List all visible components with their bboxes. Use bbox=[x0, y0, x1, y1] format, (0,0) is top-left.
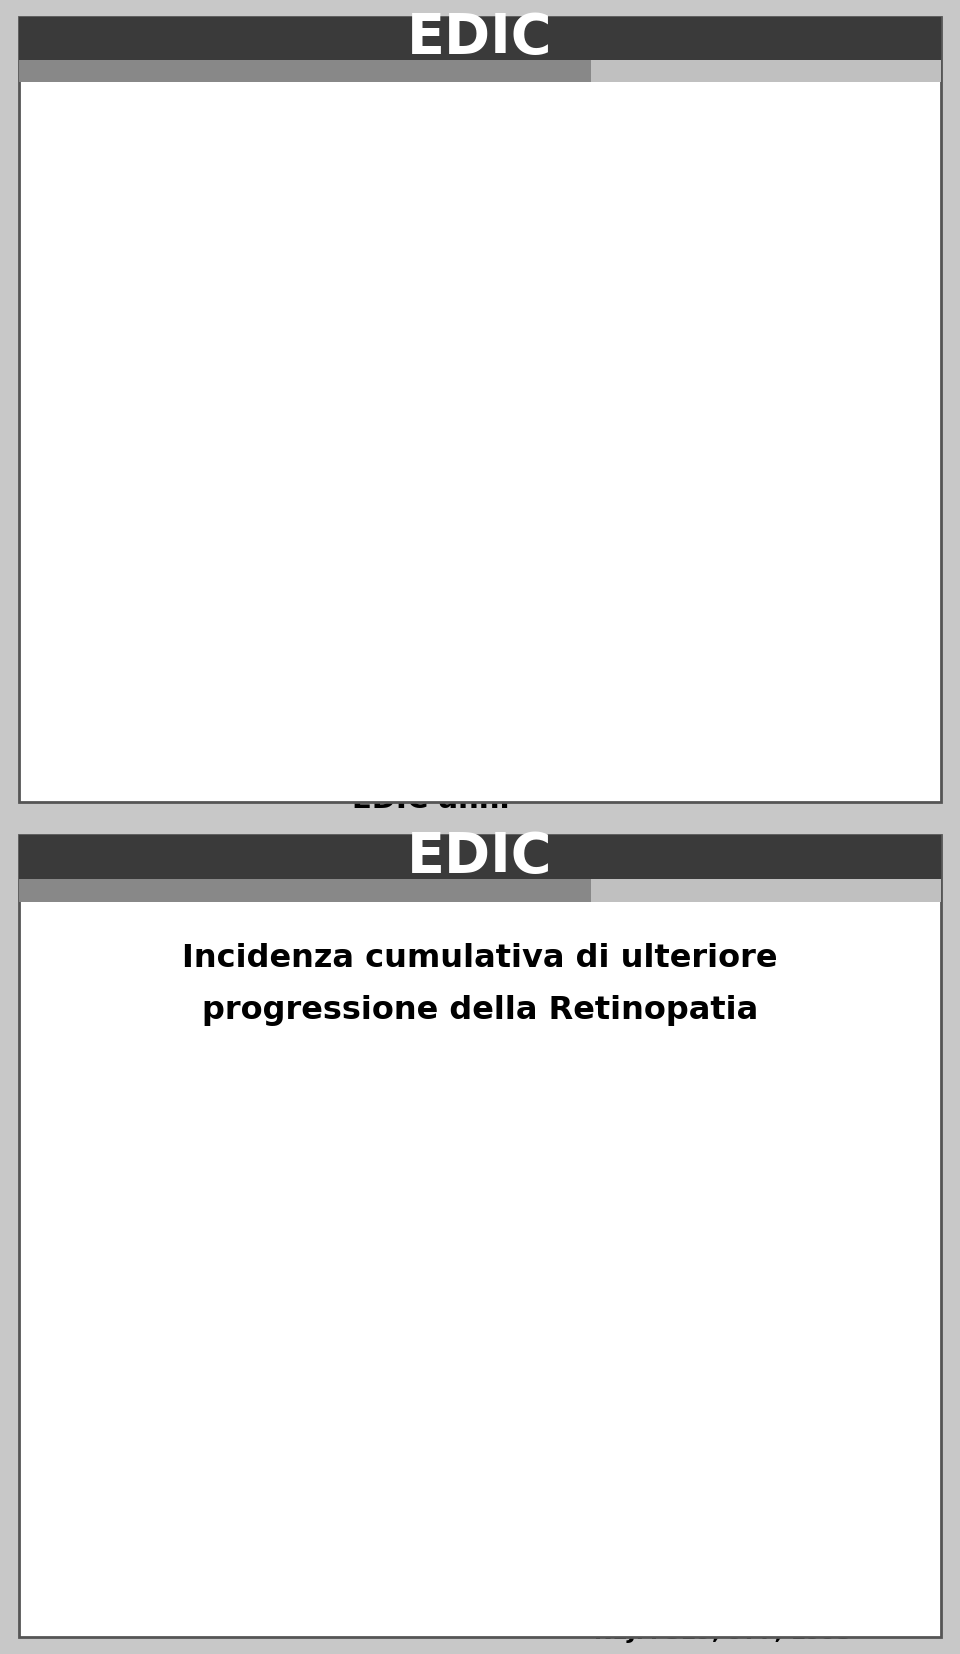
Intensiva bbox=[194, 1487, 205, 1507]
Convenzionale bbox=[448, 375, 460, 395]
Intensiva bbox=[805, 423, 817, 443]
Intensiva bbox=[686, 423, 698, 443]
Text: Incidenza cumulativa (%): Incidenza cumulativa (%) bbox=[56, 1092, 80, 1447]
Intensiva bbox=[350, 1469, 362, 1489]
Line: Intensiva: Intensiva bbox=[208, 415, 819, 514]
Convenzionale bbox=[567, 351, 579, 370]
Intensiva bbox=[508, 1441, 519, 1462]
Convenzionale bbox=[329, 375, 341, 395]
Text: EDIC: EDIC bbox=[407, 12, 553, 65]
Intensiva bbox=[210, 496, 222, 516]
Text: NEJM 329, 977, 1993: NEJM 329, 977, 1993 bbox=[594, 1623, 852, 1644]
Convenzionale bbox=[822, 1088, 833, 1108]
Intensiva bbox=[822, 1373, 833, 1393]
Convenzionale bbox=[508, 1328, 519, 1348]
Intensiva bbox=[665, 1408, 677, 1427]
Intensiva bbox=[329, 423, 341, 443]
Line: Convenzionale: Convenzionale bbox=[208, 281, 819, 404]
Text: EDIC anni: EDIC anni bbox=[427, 1573, 600, 1603]
Convenzionale bbox=[686, 387, 698, 407]
Legend: Convenzionale, Intensiva: Convenzionale, Intensiva bbox=[309, 41, 787, 83]
Convenzionale bbox=[665, 1191, 677, 1211]
Convenzionale bbox=[805, 375, 817, 395]
Convenzionale bbox=[210, 278, 222, 298]
Convenzionale bbox=[194, 1487, 205, 1507]
Text: EDIC: EDIC bbox=[407, 830, 553, 885]
Line: Convenzionale: Convenzionale bbox=[192, 1092, 835, 1503]
Text: progressione della Retinopatia: progressione della Retinopatia bbox=[202, 994, 758, 1025]
Legend: Convenzionale, Intensiva: Convenzionale, Intensiva bbox=[186, 1077, 658, 1120]
Intensiva bbox=[448, 412, 460, 432]
Text: HbA$_{\mathregular{1c}}$ (%): HbA$_{\mathregular{1c}}$ (%) bbox=[60, 103, 222, 132]
Line: Intensiva: Intensiva bbox=[192, 1376, 835, 1503]
Text: EDIC anni: EDIC anni bbox=[352, 786, 510, 814]
Intensiva bbox=[567, 412, 579, 432]
Convenzionale bbox=[350, 1408, 362, 1427]
Text: Incidenza cumulativa di ulteriore: Incidenza cumulativa di ulteriore bbox=[182, 943, 778, 974]
Text: NEJM 342, 381, 2000: NEJM 342, 381, 2000 bbox=[593, 844, 852, 863]
